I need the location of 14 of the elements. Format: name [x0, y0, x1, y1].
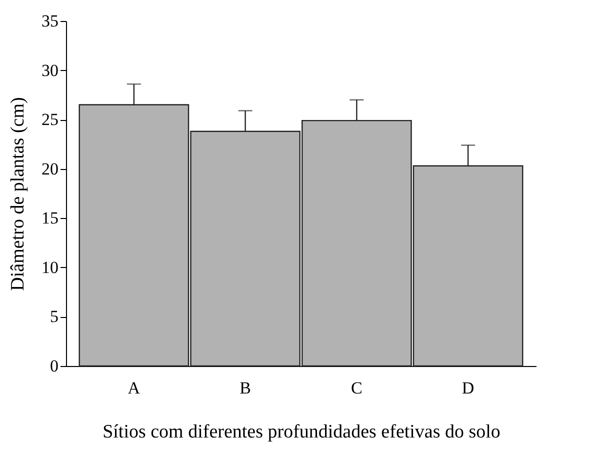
y-tick-label: 15 — [42, 208, 58, 228]
y-tick-label: 20 — [42, 159, 58, 178]
x-tick-label: D — [462, 378, 474, 398]
x-tick-label: C — [351, 378, 362, 398]
y-tick-label: 35 — [42, 12, 58, 30]
x-tick-label: A — [128, 378, 141, 398]
y-tick-label: 0 — [50, 356, 58, 376]
y-tick-label: 5 — [50, 307, 58, 326]
y-tick-label: 30 — [42, 60, 58, 80]
x-tick-label: B — [240, 378, 251, 398]
y-tick-label: 10 — [42, 258, 58, 277]
x-axis-title: Sítios com diferentes profundidades efetivas do solo — [102, 422, 500, 442]
y-tick-label: 25 — [42, 110, 58, 130]
y-axis-title: Diâmetro de plantas (cm) — [8, 97, 28, 291]
